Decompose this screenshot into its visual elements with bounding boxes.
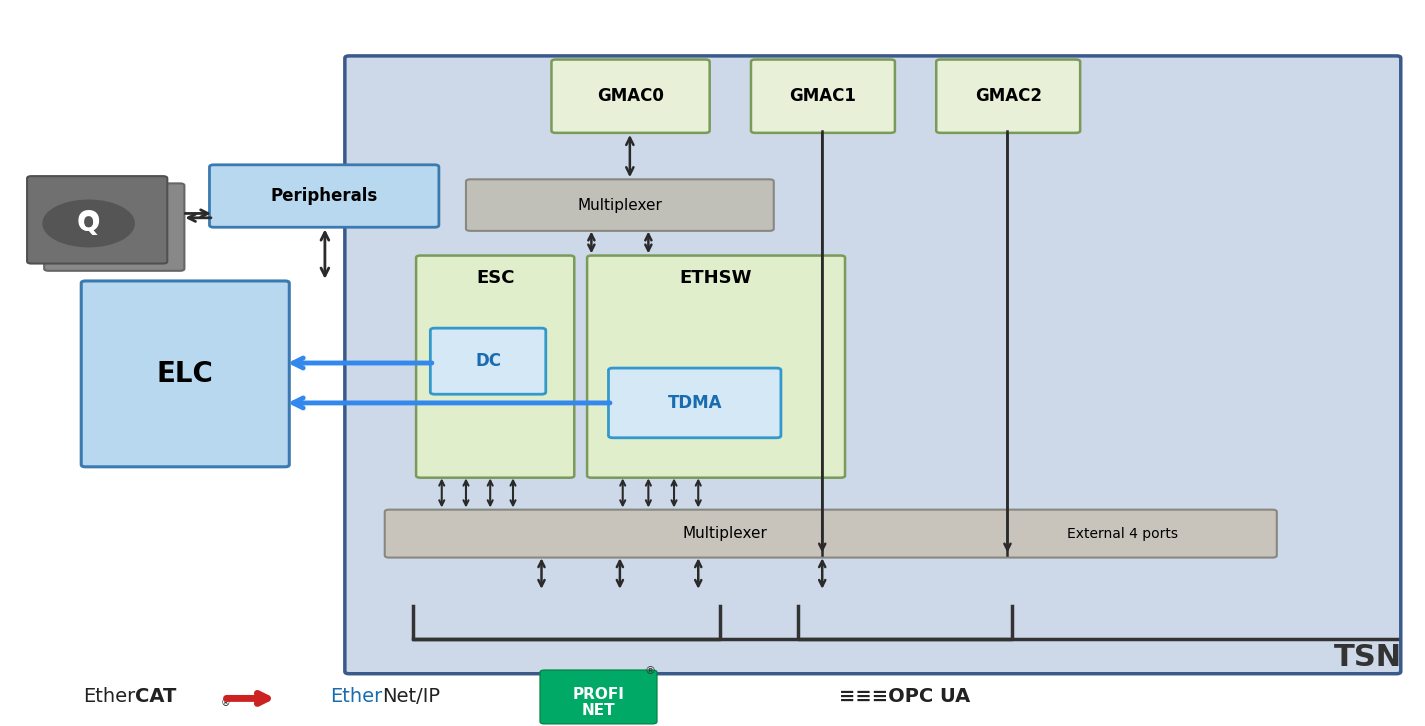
- Text: Ether: Ether: [83, 688, 135, 706]
- Text: Multiplexer: Multiplexer: [577, 197, 663, 213]
- Text: CAT: CAT: [135, 688, 177, 706]
- Text: PROFI: PROFI: [573, 687, 624, 701]
- FancyBboxPatch shape: [751, 60, 895, 133]
- Text: TSN: TSN: [1334, 643, 1402, 672]
- FancyBboxPatch shape: [608, 368, 781, 438]
- Text: External 4 ports: External 4 ports: [1067, 526, 1178, 541]
- Text: GMAC0: GMAC0: [597, 87, 664, 105]
- FancyBboxPatch shape: [385, 510, 1277, 558]
- Text: ETHSW: ETHSW: [680, 269, 752, 287]
- FancyBboxPatch shape: [430, 328, 546, 394]
- Text: ®: ®: [221, 698, 231, 708]
- FancyBboxPatch shape: [27, 176, 167, 264]
- FancyBboxPatch shape: [81, 281, 289, 467]
- FancyBboxPatch shape: [587, 256, 845, 478]
- FancyBboxPatch shape: [540, 670, 657, 724]
- Text: DC: DC: [475, 352, 502, 370]
- Text: TDMA: TDMA: [667, 394, 722, 412]
- Circle shape: [43, 200, 134, 247]
- Text: Net/IP: Net/IP: [382, 688, 440, 706]
- FancyBboxPatch shape: [209, 165, 439, 227]
- Text: Ether: Ether: [329, 688, 382, 706]
- FancyBboxPatch shape: [466, 179, 774, 231]
- Text: ®: ®: [644, 666, 656, 676]
- Text: Multiplexer: Multiplexer: [683, 526, 767, 541]
- Text: Q: Q: [77, 210, 100, 237]
- Text: Peripherals: Peripherals: [271, 187, 378, 205]
- Text: GMAC1: GMAC1: [789, 87, 856, 105]
- FancyBboxPatch shape: [44, 184, 184, 271]
- Text: NET: NET: [581, 703, 616, 717]
- FancyBboxPatch shape: [416, 256, 574, 478]
- Text: ELC: ELC: [157, 360, 214, 388]
- Text: GMAC2: GMAC2: [975, 87, 1042, 105]
- Text: ≡≡≡OPC UA: ≡≡≡OPC UA: [839, 688, 970, 706]
- FancyBboxPatch shape: [936, 60, 1080, 133]
- Text: ESC: ESC: [476, 269, 514, 287]
- FancyBboxPatch shape: [551, 60, 710, 133]
- FancyBboxPatch shape: [345, 56, 1401, 674]
- Text: Q: Q: [78, 211, 100, 235]
